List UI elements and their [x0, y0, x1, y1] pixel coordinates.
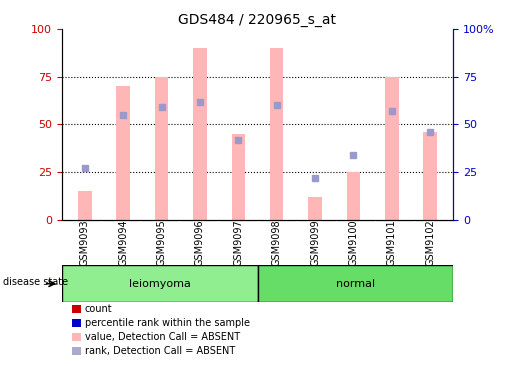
Text: GSM9102: GSM9102: [425, 219, 435, 266]
Bar: [62, 265, 258, 302]
Text: GSM9094: GSM9094: [118, 219, 128, 266]
Bar: [258, 265, 453, 302]
Text: GSM9093: GSM9093: [80, 219, 90, 266]
Bar: [78, 191, 92, 220]
Text: rank, Detection Call = ABSENT: rank, Detection Call = ABSENT: [85, 346, 235, 356]
Text: GSM9100: GSM9100: [349, 219, 358, 266]
Text: GSM9095: GSM9095: [157, 219, 166, 266]
Bar: [347, 172, 360, 220]
Text: GSM9096: GSM9096: [195, 219, 205, 266]
Text: GSM9097: GSM9097: [233, 219, 243, 266]
Title: GDS484 / 220965_s_at: GDS484 / 220965_s_at: [179, 13, 336, 27]
Text: count: count: [85, 304, 113, 314]
Text: GSM9099: GSM9099: [310, 219, 320, 266]
Text: GSM9098: GSM9098: [272, 219, 282, 266]
Bar: [423, 132, 437, 220]
Bar: [193, 48, 207, 220]
Text: GSM9101: GSM9101: [387, 219, 397, 266]
Bar: [270, 48, 283, 220]
Text: value, Detection Call = ABSENT: value, Detection Call = ABSENT: [85, 332, 240, 342]
Text: leiomyoma: leiomyoma: [129, 279, 191, 289]
Bar: [308, 197, 322, 220]
Bar: [232, 134, 245, 220]
Bar: [385, 77, 399, 220]
Text: disease state: disease state: [3, 277, 67, 287]
Bar: [155, 77, 168, 220]
Text: percentile rank within the sample: percentile rank within the sample: [85, 318, 250, 328]
Bar: [116, 86, 130, 220]
Text: normal: normal: [336, 279, 375, 289]
